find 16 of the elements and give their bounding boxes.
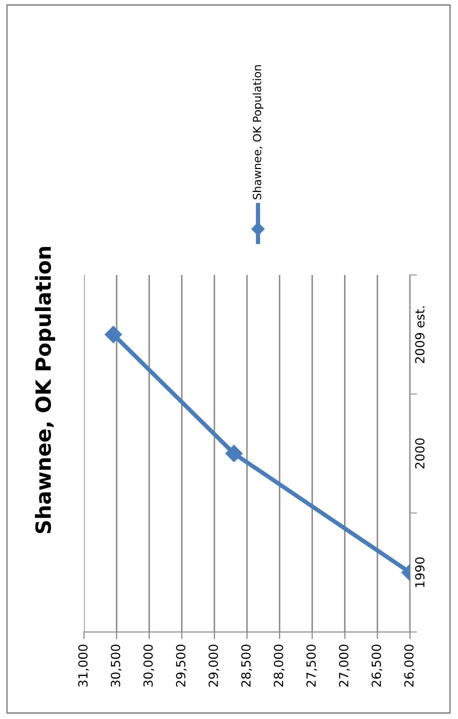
text: Shawnee, OK Population — [252, 65, 264, 200]
x-tick-label: 26,500 — [372, 644, 382, 687]
y-tick-label: 1990 — [415, 557, 425, 588]
y-tick-label: 2009 est. — [415, 306, 425, 364]
text: Shawnee, OK Population — [34, 246, 56, 534]
x-tick-label: 27,500 — [306, 644, 318, 687]
y-tick-label: 2000 — [415, 438, 425, 468]
x-tick-label: 28,000 — [274, 644, 284, 687]
x-tick-label: 27,000 — [338, 644, 350, 687]
x-tick-label: 26,000 — [404, 644, 415, 687]
x-tick-label: 30,500 — [110, 644, 122, 687]
x-tick-label: 31,000 — [78, 644, 89, 687]
x-tick-label: 28,500 — [241, 644, 252, 687]
x-tick-label: 29,500 — [176, 644, 187, 687]
x-tick-label: 30,000 — [143, 644, 154, 687]
x-tick-label: 29,000 — [208, 644, 220, 687]
